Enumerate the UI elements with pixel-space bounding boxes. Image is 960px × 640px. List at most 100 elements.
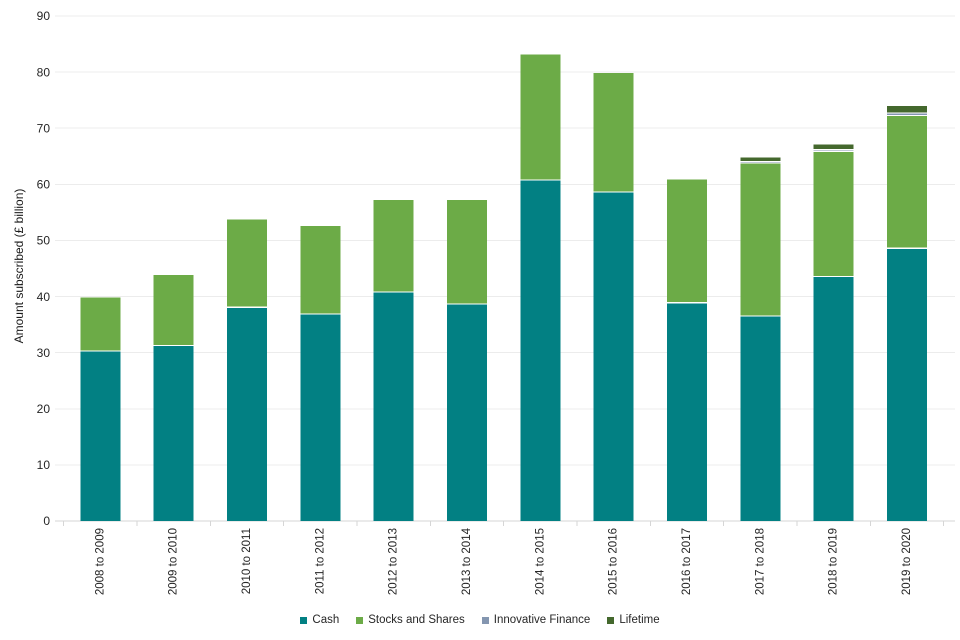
x-axis: 2008 to 2009 2009 to 2010 2010 to 2011 2011… bbox=[63, 521, 945, 595]
bar-segment-lifetime bbox=[740, 157, 781, 161]
bar-segment-cash bbox=[593, 191, 634, 521]
bar-2010-to-2011 bbox=[226, 219, 267, 521]
x-axis-label: 2008 to 2009 bbox=[94, 528, 106, 595]
segment-separator bbox=[666, 178, 707, 180]
legend-label: Lifetime bbox=[619, 614, 660, 626]
x-axis-label: 2012 to 2013 bbox=[388, 528, 400, 595]
x-axis-label: 2011 to 2012 bbox=[314, 528, 326, 594]
bar-segment-lifetime bbox=[886, 105, 927, 113]
x-axis-label: 2018 to 2019 bbox=[828, 528, 840, 595]
legend-swatch-cash bbox=[300, 616, 308, 624]
legend-item-cash: Cash bbox=[300, 614, 339, 626]
bar-segment-innovative-finance bbox=[886, 112, 927, 115]
y-axis-title: Amount subscribed (£ billion) bbox=[12, 189, 26, 344]
y-axis-tick-labels: 0 10 20 30 40 50 60 70 80 90 bbox=[37, 9, 51, 528]
legend: Cash Stocks and Shares Innovative Finance L… bbox=[0, 606, 960, 634]
bar-segment-cash bbox=[666, 302, 707, 521]
segment-separator bbox=[226, 306, 267, 308]
bar-segment-stocks-and-shares bbox=[886, 114, 927, 248]
bar-2018-to-2019 bbox=[813, 144, 854, 521]
bar-segment-stocks-and-shares bbox=[740, 162, 781, 316]
bar-2017-to-2018 bbox=[740, 157, 781, 521]
bar-segment-cash bbox=[226, 306, 267, 521]
segment-separator bbox=[886, 112, 927, 114]
bar-2016-to-2017 bbox=[666, 177, 707, 521]
bar-segment-stocks-and-shares bbox=[593, 73, 634, 192]
x-axis-label: 2016 to 2017 bbox=[681, 528, 693, 595]
bar-2019-to-2020 bbox=[886, 105, 927, 521]
bar-segment-stocks-and-shares bbox=[226, 219, 267, 307]
bar-segment-stocks-and-shares bbox=[520, 54, 561, 180]
y-axis-tick-label: 90 bbox=[37, 9, 51, 23]
bar-2013-to-2014 bbox=[446, 200, 487, 521]
bar-2014-to-2015 bbox=[520, 54, 561, 522]
bar-segment-cash bbox=[886, 247, 927, 521]
y-axis-tick-label: 30 bbox=[37, 346, 51, 360]
x-axis-label: 2010 to 2011 bbox=[241, 528, 253, 594]
y-axis-tick-label: 40 bbox=[37, 290, 51, 304]
bar-segment-cash bbox=[740, 315, 781, 521]
segment-separator bbox=[153, 344, 194, 346]
x-axis-label: 2019 to 2020 bbox=[901, 528, 913, 595]
segment-separator bbox=[740, 315, 781, 317]
legend-swatch-stocks-and-shares bbox=[356, 616, 364, 624]
bar-2009-to-2010 bbox=[153, 275, 194, 521]
bar-segment-cash bbox=[520, 179, 561, 522]
segment-separator bbox=[813, 150, 854, 152]
y-axis-tick-label: 0 bbox=[43, 514, 50, 528]
segment-separator bbox=[886, 114, 927, 116]
bars bbox=[80, 54, 927, 522]
segment-separator bbox=[593, 191, 634, 193]
x-axis-label: 2014 to 2015 bbox=[534, 528, 546, 595]
legend-label: Stocks and Shares bbox=[368, 614, 465, 626]
stacked-bar-chart: 0 10 20 30 40 50 60 70 80 90 2008 to 2009 2009 to … bbox=[12, 9, 955, 595]
y-axis-tick-label: 20 bbox=[37, 402, 51, 416]
bar-2015-to-2016 bbox=[593, 73, 634, 521]
segment-separator bbox=[446, 303, 487, 305]
bar-segment-stocks-and-shares bbox=[300, 225, 341, 314]
segment-separator bbox=[666, 302, 707, 304]
gridlines bbox=[55, 15, 955, 522]
legend-label: Innovative Finance bbox=[493, 614, 591, 626]
segment-separator bbox=[886, 247, 927, 249]
x-axis-label: 2009 to 2010 bbox=[168, 528, 180, 595]
y-axis-tick-label: 70 bbox=[37, 121, 51, 135]
legend-swatch-innovative-finance bbox=[481, 616, 489, 624]
x-axis-label: 2017 to 2018 bbox=[754, 528, 766, 595]
segment-separator bbox=[80, 350, 121, 352]
segment-separator bbox=[740, 160, 781, 162]
segment-separator bbox=[520, 179, 561, 181]
legend-item-innovative-finance: Innovative Finance bbox=[481, 614, 591, 626]
bar-segment-cash bbox=[446, 303, 487, 521]
bar-segment-cash bbox=[373, 291, 414, 521]
x-axis-label: 2013 to 2014 bbox=[461, 527, 473, 595]
bar-segment-stocks-and-shares bbox=[80, 297, 121, 351]
bar-segment-cash bbox=[300, 313, 341, 521]
bar-segment-stocks-and-shares bbox=[813, 150, 854, 276]
bar-segment-stocks-and-shares bbox=[373, 200, 414, 292]
bar-segment-cash bbox=[80, 350, 121, 521]
y-axis-tick-label: 10 bbox=[37, 458, 51, 472]
bar-segment-stocks-and-shares bbox=[153, 275, 194, 345]
bar-segment-lifetime bbox=[813, 144, 854, 149]
bar-segment-cash bbox=[813, 275, 854, 521]
legend-swatch-lifetime bbox=[607, 616, 615, 624]
bar-2008-to-2009 bbox=[80, 297, 121, 521]
legend-item-stocks-and-shares: Stocks and Shares bbox=[356, 614, 465, 626]
segment-separator bbox=[813, 148, 854, 151]
bar-segment-stocks-and-shares bbox=[666, 178, 707, 303]
segment-separator bbox=[300, 313, 341, 315]
y-axis-tick-label: 50 bbox=[37, 234, 51, 248]
legend-item-lifetime: Lifetime bbox=[607, 614, 660, 626]
y-axis-tick-label: 60 bbox=[37, 178, 51, 192]
legend-label: Cash bbox=[312, 614, 340, 626]
bar-2012-to-2013 bbox=[373, 200, 414, 521]
bar-segment-stocks-and-shares bbox=[446, 200, 487, 304]
segment-separator bbox=[740, 162, 781, 164]
x-axis-label: 2015 to 2016 bbox=[608, 528, 620, 595]
bar-2011-to-2012 bbox=[300, 225, 341, 521]
bar-segment-cash bbox=[153, 344, 194, 521]
segment-separator bbox=[813, 275, 854, 277]
y-axis-tick-label: 80 bbox=[37, 65, 51, 79]
